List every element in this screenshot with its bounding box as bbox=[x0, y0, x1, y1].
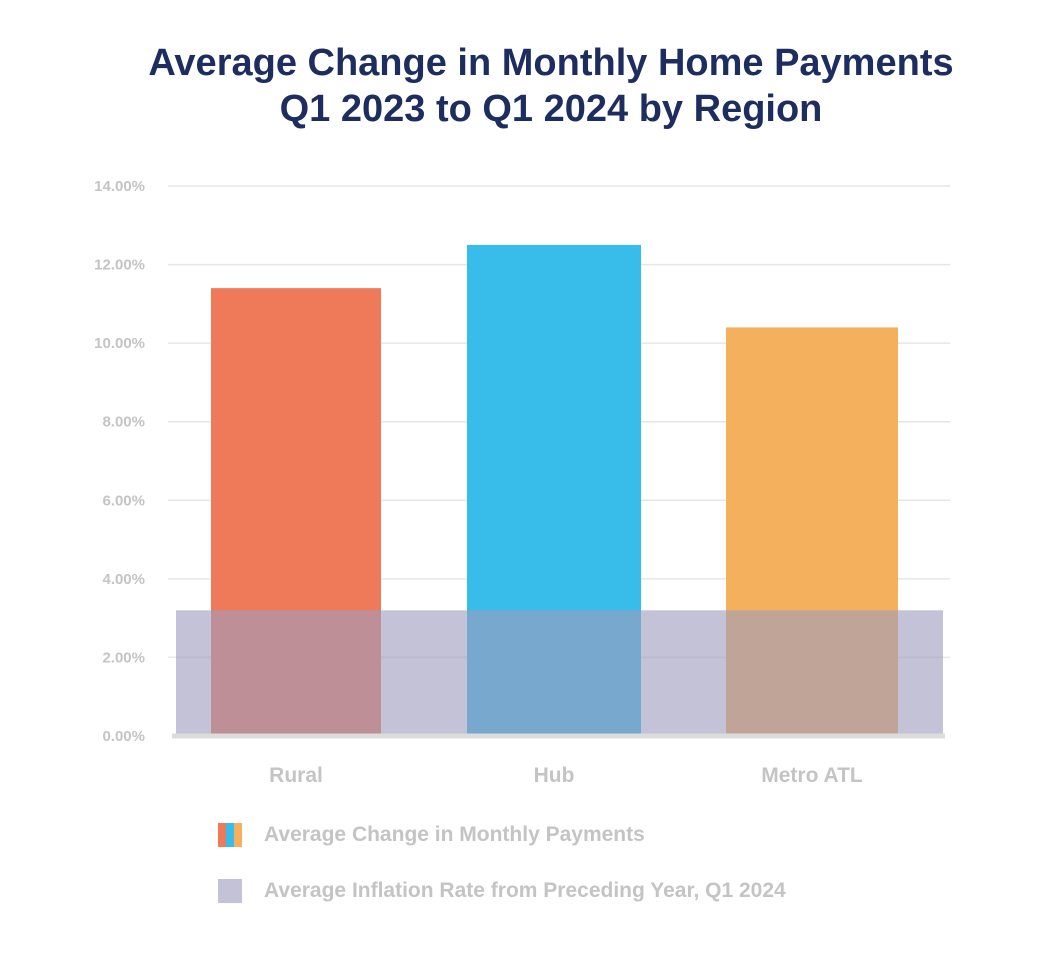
legend-swatch-segment-metro bbox=[234, 823, 242, 847]
legend-label-payments: Average Change in Monthly Payments bbox=[264, 823, 645, 846]
y-tick-label-7: 14.00% bbox=[94, 178, 145, 195]
legend-item-inflation: Average Inflation Rate from Preceding Ye… bbox=[218, 874, 786, 908]
inflation-band bbox=[176, 610, 943, 734]
legend-swatch-segment-hub bbox=[226, 823, 234, 847]
legend-label-inflation: Average Inflation Rate from Preceding Ye… bbox=[264, 879, 786, 902]
y-tick-label-5: 10.00% bbox=[94, 335, 145, 352]
x-category-label-metro-atl: Metro ATL bbox=[761, 764, 863, 787]
legend-swatch-segment-rural bbox=[218, 823, 226, 847]
x-category-label-rural: Rural bbox=[269, 764, 323, 787]
chart-title: Average Change in Monthly Home Payments bbox=[148, 42, 954, 84]
legend-swatch-inflation bbox=[218, 879, 242, 903]
chart-legend: Average Change in Monthly Payments Avera… bbox=[218, 818, 786, 930]
chart-title-block: Average Change in Monthly Home Payments … bbox=[0, 40, 1042, 132]
y-tick-label-3: 6.00% bbox=[102, 492, 145, 509]
y-tick-label-0: 0.00% bbox=[102, 728, 145, 745]
legend-swatch-payments bbox=[218, 823, 242, 847]
y-tick-label-1: 2.00% bbox=[102, 649, 145, 666]
y-tick-label-6: 12.00% bbox=[94, 257, 145, 274]
y-tick-label-2: 4.00% bbox=[102, 571, 145, 588]
legend-item-payments: Average Change in Monthly Payments bbox=[218, 818, 786, 852]
chart-subtitle: Q1 2023 to Q1 2024 by Region bbox=[279, 88, 823, 130]
x-category-label-hub: Hub bbox=[534, 764, 575, 787]
y-tick-label-4: 8.00% bbox=[102, 414, 145, 431]
